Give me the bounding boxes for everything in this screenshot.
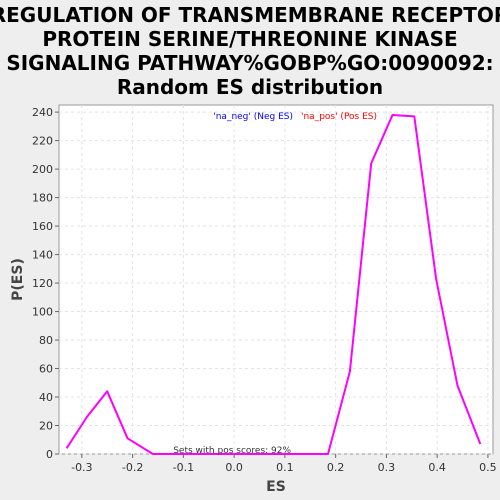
- x-tick-label: -0.2: [122, 461, 143, 474]
- pos-scores-annotation: Sets with pos scores: 92%: [173, 446, 291, 456]
- x-tick-label: 0.3: [378, 461, 396, 474]
- x-tick-label: -0.1: [173, 461, 194, 474]
- legend-item-neg: 'na_neg' (Neg ES): [213, 112, 293, 122]
- chart-title: REGULATION OF TRANSMEMBRANE RECEPTOR PRO…: [0, 3, 500, 99]
- series-group: [65, 114, 482, 455]
- title-line-3: SIGNALING PATHWAY%GOBP%GO:0090092:: [6, 51, 493, 75]
- y-tick-label: 0: [46, 448, 53, 461]
- y-tick-label: 60: [39, 363, 53, 376]
- y-tick-label: 160: [32, 220, 53, 233]
- x-tick-label: 0.5: [479, 461, 497, 474]
- y-axis-label: P(ES): [10, 258, 26, 301]
- y-tick-label: 80: [39, 334, 53, 347]
- series-line: [65, 114, 482, 455]
- x-tick-label: 0.4: [428, 461, 446, 474]
- title-line-4: Random ES distribution: [117, 75, 383, 99]
- y-tick-label: 220: [32, 135, 53, 148]
- x-tick-label: 0.0: [225, 461, 243, 474]
- y-tick-label: 40: [39, 391, 53, 404]
- y-tick-label: 180: [32, 192, 53, 205]
- plot-area: [58, 104, 494, 455]
- y-tick-label: 240: [32, 106, 53, 119]
- y-tick-label: 100: [32, 306, 53, 319]
- legend-item-pos: 'na_pos' (Pos ES): [301, 112, 377, 122]
- x-axis-ticks: -0.3 -0.2 -0.1 0.0 0.1 0.2 0.3 0.4 0.5: [71, 454, 497, 474]
- y-tick-label: 20: [39, 420, 53, 433]
- x-tick-label: 0.1: [276, 461, 294, 474]
- title-line-2: PROTEIN SERINE/THREONINE KINASE: [42, 27, 457, 51]
- y-tick-label: 200: [32, 163, 53, 176]
- x-tick-label: -0.3: [71, 461, 92, 474]
- y-tick-label: 140: [32, 249, 53, 262]
- x-tick-label: 0.2: [327, 461, 345, 474]
- y-tick-label: 120: [32, 277, 53, 290]
- y-axis-ticks: 0 20 40 60 80 100 120 140 160 180 200 220 240: [32, 106, 59, 461]
- title-line-1: REGULATION OF TRANSMEMBRANE RECEPTOR: [0, 3, 500, 27]
- grid-lines: [59, 105, 493, 455]
- x-axis-label: ES: [266, 479, 286, 495]
